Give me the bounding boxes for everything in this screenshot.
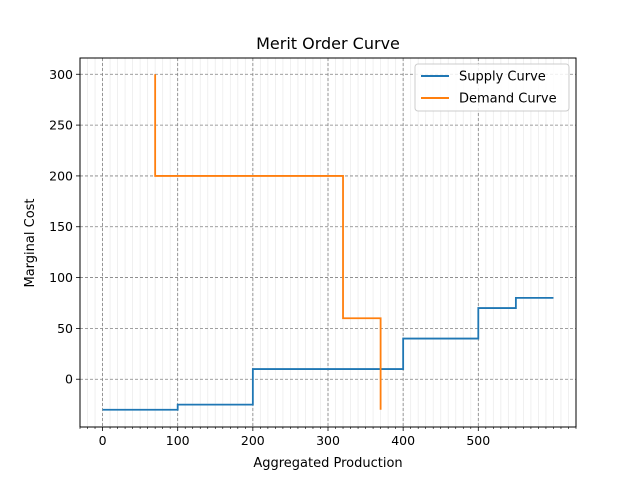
x-axis-label: Aggregated Production bbox=[253, 456, 402, 471]
series-line-supply-curve bbox=[102, 297, 554, 411]
x-tick-label: 200 bbox=[241, 433, 265, 448]
legend: Supply Curve Demand Curve bbox=[414, 63, 570, 112]
series-line-demand-curve bbox=[154, 74, 382, 410]
y-tick-label: 250 bbox=[49, 118, 73, 133]
series-layer bbox=[102, 74, 554, 411]
x-tick-label: 400 bbox=[391, 433, 415, 448]
x-tick-label: 100 bbox=[166, 433, 190, 448]
legend-label-supply: Supply Curve bbox=[459, 70, 546, 85]
x-tick-label: 0 bbox=[99, 433, 107, 448]
x-tick-label: 500 bbox=[466, 433, 490, 448]
x-tick-label: 300 bbox=[316, 433, 340, 448]
legend-label-demand: Demand Curve bbox=[459, 92, 557, 107]
y-tick-label: 0 bbox=[65, 372, 73, 387]
y-axis-label: Marginal Cost bbox=[23, 198, 38, 287]
y-tick-label: 300 bbox=[49, 67, 73, 82]
tick-layer: 0 100 200 300 400 500 0 50 100 150 200 250 300 bbox=[49, 67, 577, 448]
y-tick-label: 100 bbox=[49, 270, 73, 285]
y-tick-label: 50 bbox=[57, 321, 73, 336]
chart-title: Merit Order Curve bbox=[256, 34, 400, 53]
legend-box bbox=[414, 63, 570, 112]
y-tick-label: 200 bbox=[49, 168, 73, 183]
y-tick-label: 150 bbox=[49, 219, 73, 234]
